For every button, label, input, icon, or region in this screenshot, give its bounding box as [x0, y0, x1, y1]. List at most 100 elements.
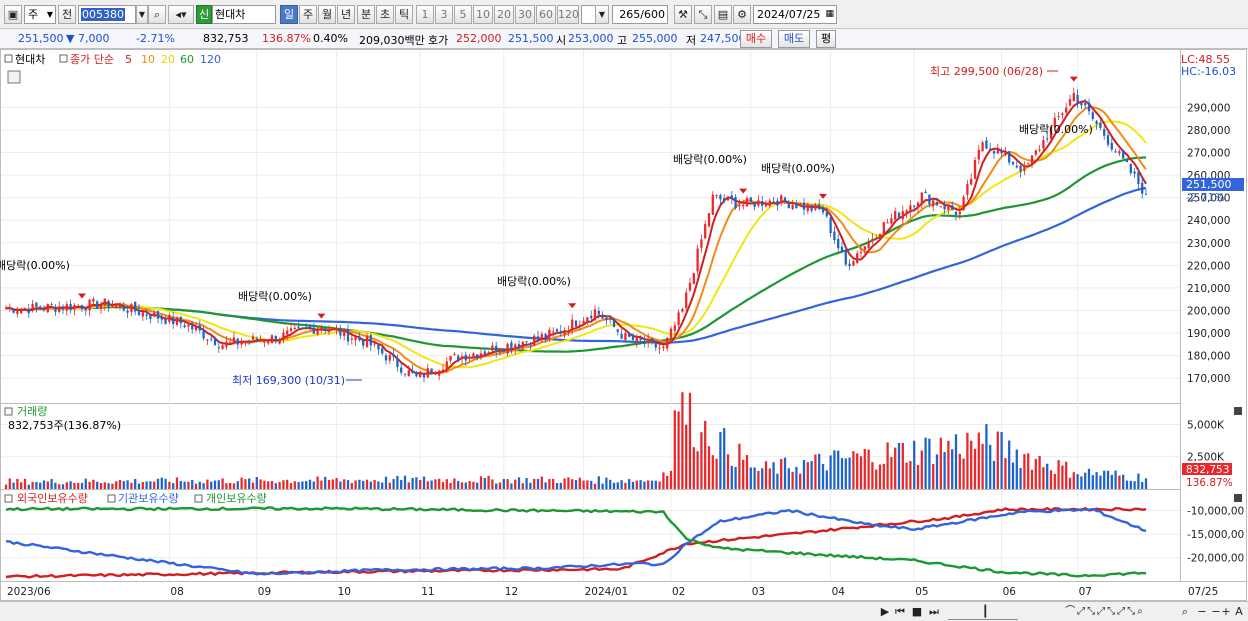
candle [449, 356, 452, 361]
slider-handle-icon[interactable]: ┃ [982, 605, 989, 618]
volume-bar [840, 458, 844, 489]
stop-icon[interactable]: ■ [911, 605, 923, 618]
candle [723, 198, 726, 201]
close-panel-icon[interactable] [1234, 407, 1242, 415]
zoom-icon[interactable]: ⌕ [1181, 605, 1189, 618]
prev-button[interactable]: 전 [58, 5, 76, 24]
interval-button[interactable]: 30 [515, 5, 535, 24]
dividend-label: 배당락(0.00%) [238, 290, 312, 303]
interval-button[interactable]: 1 [416, 5, 434, 24]
tab-tick[interactable]: 틱 [395, 5, 413, 24]
interval-button[interactable]: 5 [454, 5, 472, 24]
code-dropdown-icon[interactable]: ▼ [136, 5, 148, 24]
draw-tool-icon[interactable]: ⤡ [694, 5, 712, 24]
candle [821, 207, 825, 213]
volume-bar [742, 459, 745, 489]
candle [96, 301, 99, 309]
volume-bar [799, 473, 802, 489]
font-size-icon[interactable]: A [1235, 605, 1243, 618]
interval-dropdown-icon[interactable]: ▼ [595, 5, 609, 24]
scroll-left-icon[interactable]: ▶ [880, 605, 890, 618]
dividend-label: 배당락(0.00%) [673, 153, 747, 166]
interval-button[interactable]: 120 [557, 5, 579, 24]
volume-bar [377, 481, 380, 489]
first-page-icon[interactable]: ⏮ [895, 605, 905, 618]
candle [1106, 135, 1110, 145]
volume-bar [685, 424, 688, 489]
stock-chart[interactable]: 170,000 180,000 190,000 200,000 210,000 220,0… [0, 49, 1248, 601]
candle [415, 372, 418, 377]
volume-bar [761, 468, 764, 489]
close-panel-icon[interactable] [1234, 494, 1242, 502]
tab-second[interactable]: 초 [376, 5, 394, 24]
volume-bar [833, 450, 836, 489]
zoom-minus-icon[interactable]: − [1211, 605, 1221, 618]
x-tick-label: 12 [505, 586, 518, 598]
candle [240, 342, 243, 345]
candle [647, 338, 650, 344]
indicator-icon[interactable]: ⚒ [674, 5, 692, 24]
speaker-icon[interactable]: ◂▾ [168, 5, 194, 24]
volume-bar [696, 451, 699, 489]
volume-bar [677, 411, 680, 489]
last-page-icon[interactable]: ⏭ [929, 605, 939, 618]
volume-bar [1084, 472, 1087, 489]
candle [768, 200, 771, 207]
draw-tools-icon[interactable]: ⌒⤢⤡⤢⤡⤢⤡⌕ [1065, 606, 1145, 617]
interval-button[interactable]: 3 [435, 5, 453, 24]
volume-bar [517, 477, 521, 489]
sell-button[interactable]: 매도 [778, 30, 810, 48]
interval-button[interactable]: 60 [536, 5, 556, 24]
type-select[interactable]: 주 ▼ [24, 5, 56, 24]
buy-button[interactable]: 매수 [740, 30, 772, 48]
interval-button[interactable]: 20 [494, 5, 514, 24]
candle [400, 367, 403, 373]
volume-bar [624, 482, 627, 489]
zoom-in-icon[interactable]: + [1221, 605, 1231, 618]
volume-bar [236, 481, 239, 489]
candle [335, 328, 338, 330]
stock-code-input[interactable]: 005380 [78, 5, 136, 24]
volume-bar [324, 476, 327, 489]
stock-name-input[interactable]: 현대차 [212, 5, 276, 24]
volume-bar [992, 460, 996, 489]
volume-bar [460, 482, 464, 489]
gear-icon[interactable]: ⚙ [733, 5, 751, 24]
candle [867, 240, 870, 248]
tab-week[interactable]: 주 [299, 5, 317, 24]
legend-stock-name: 현대차 [15, 53, 45, 66]
tab-month[interactable]: 월 [318, 5, 336, 24]
count-input[interactable]: 265/600 [612, 5, 668, 24]
volume-bar [707, 446, 711, 489]
volume-bar [631, 481, 635, 489]
date-input[interactable]: 2024/07/25 ▦ [753, 5, 837, 24]
grid-toggle-icon[interactable] [7, 70, 21, 84]
volume-bar [457, 480, 460, 489]
candle [1114, 151, 1117, 153]
volume-bar [1027, 453, 1030, 489]
candle [274, 335, 277, 342]
chart-area[interactable]: 170,000 180,000 190,000 200,000 210,000 220,0… [0, 49, 1248, 621]
candle [939, 206, 942, 208]
calendar-icon[interactable]: ▦ [825, 9, 834, 19]
zoom-out-icon[interactable]: − [1197, 605, 1207, 618]
candle [787, 202, 790, 209]
candle [20, 308, 23, 314]
interval-button[interactable]: 10 [473, 5, 493, 24]
zoom-slider[interactable] [948, 604, 1018, 620]
candle [278, 339, 281, 344]
volume-bar [16, 478, 19, 489]
volume-bar [609, 479, 612, 489]
tab-day[interactable]: 일 [280, 5, 298, 24]
volume-bar [54, 482, 57, 489]
volume-bar [1095, 472, 1098, 489]
save-icon[interactable]: ▤ [714, 5, 732, 24]
tab-year[interactable]: 년 [337, 5, 355, 24]
volume-bar [1034, 459, 1037, 489]
tab-minute[interactable]: 분 [357, 5, 375, 24]
volume-bar [628, 479, 631, 489]
chart-menu-icon[interactable]: ▣ [4, 5, 22, 24]
volume-bar [970, 440, 973, 489]
eval-button[interactable]: 평 [816, 30, 836, 48]
search-icon[interactable]: ⌕ [148, 5, 166, 24]
